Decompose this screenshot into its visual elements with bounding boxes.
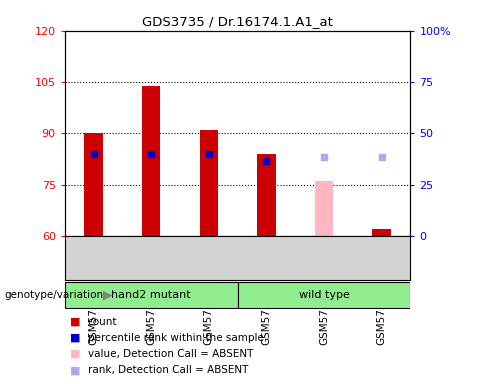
Text: rank, Detection Call = ABSENT: rank, Detection Call = ABSENT bbox=[88, 365, 248, 375]
Text: ■: ■ bbox=[70, 365, 80, 375]
FancyBboxPatch shape bbox=[238, 282, 410, 308]
Bar bbox=[257, 154, 276, 236]
Bar bbox=[200, 130, 218, 236]
Text: percentile rank within the sample: percentile rank within the sample bbox=[88, 333, 264, 343]
Text: wild type: wild type bbox=[299, 290, 349, 300]
Text: ■: ■ bbox=[70, 349, 80, 359]
Text: ■: ■ bbox=[70, 333, 80, 343]
Bar bbox=[84, 134, 103, 236]
Title: GDS3735 / Dr.16174.1.A1_at: GDS3735 / Dr.16174.1.A1_at bbox=[142, 15, 333, 28]
Text: value, Detection Call = ABSENT: value, Detection Call = ABSENT bbox=[88, 349, 253, 359]
Text: ■: ■ bbox=[70, 317, 80, 327]
Text: genotype/variation: genotype/variation bbox=[5, 290, 104, 300]
Text: hand2 mutant: hand2 mutant bbox=[111, 290, 191, 300]
FancyBboxPatch shape bbox=[65, 282, 238, 308]
Text: ▶: ▶ bbox=[103, 288, 113, 301]
Bar bbox=[142, 86, 160, 236]
Bar bbox=[372, 229, 391, 236]
Bar bbox=[315, 181, 333, 236]
Text: count: count bbox=[88, 317, 117, 327]
